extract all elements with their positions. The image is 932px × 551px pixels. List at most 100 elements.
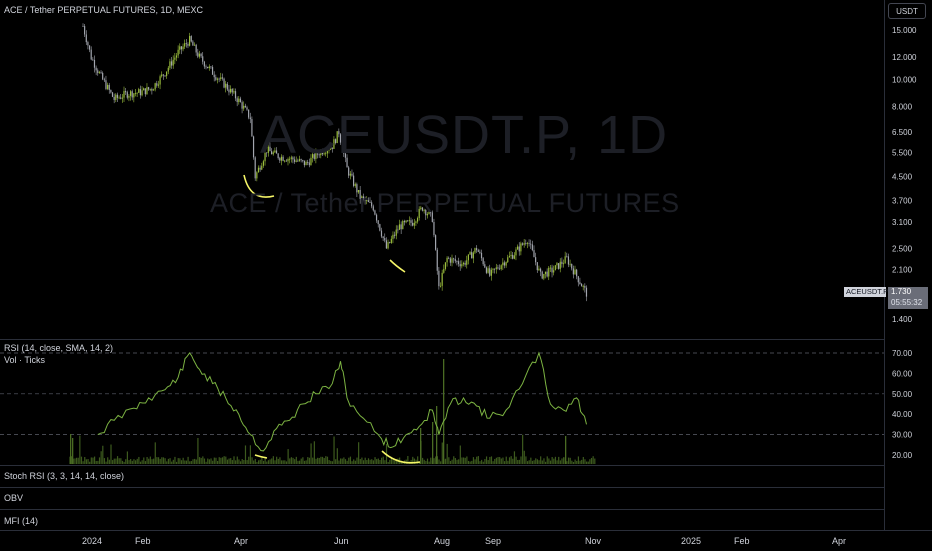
pane-separator[interactable] bbox=[0, 465, 884, 466]
time-axis[interactable]: 2024 Feb Apr Jun Aug Sep Nov 2025 Feb Ap… bbox=[0, 530, 932, 551]
volume-bar bbox=[297, 460, 299, 464]
volume-bar bbox=[382, 456, 384, 464]
candle-body bbox=[100, 72, 102, 74]
volume-bar bbox=[171, 461, 173, 464]
volume-bar bbox=[184, 460, 186, 464]
candle-body bbox=[182, 46, 184, 50]
volume-bar bbox=[176, 461, 178, 464]
candle-body bbox=[394, 234, 396, 236]
candle-body bbox=[120, 97, 122, 99]
volume-legend[interactable]: Vol · Ticks bbox=[4, 355, 46, 365]
rsi-legend[interactable]: RSI (14, close, SMA, 14, 2) bbox=[4, 343, 114, 353]
candle-body bbox=[505, 262, 507, 266]
volume-bar bbox=[446, 443, 448, 464]
volume-bar bbox=[294, 459, 296, 464]
stoch-rsi-legend[interactable]: Stoch RSI (3, 3, 14, 14, close) bbox=[4, 471, 125, 481]
candle-body bbox=[284, 160, 286, 162]
volume-bar bbox=[526, 461, 529, 464]
volume-bar bbox=[116, 456, 119, 464]
volume-bar bbox=[485, 456, 488, 464]
volume-bar bbox=[210, 458, 212, 464]
volume-bar bbox=[258, 460, 260, 464]
candle-body bbox=[413, 222, 415, 226]
candle-body bbox=[200, 53, 202, 57]
rsi-scale-ticks: 70.00 60.00 50.00 40.00 30.00 20.00 bbox=[0, 349, 913, 460]
candle-body bbox=[175, 55, 178, 58]
candle-body bbox=[398, 224, 401, 230]
candle-body bbox=[454, 259, 456, 262]
volume-bar bbox=[369, 459, 371, 464]
candle-body bbox=[408, 220, 410, 222]
volume-spike-bar bbox=[443, 359, 445, 464]
candle-body bbox=[230, 88, 232, 93]
candle-body bbox=[203, 61, 205, 67]
pane-separator[interactable] bbox=[0, 487, 884, 488]
candle-body bbox=[428, 211, 430, 215]
volume-bar bbox=[474, 459, 476, 464]
candle-body bbox=[354, 184, 356, 186]
last-price-label: 1.730 05:55:32 bbox=[888, 287, 928, 309]
candle-body bbox=[169, 61, 171, 68]
volume-bar bbox=[423, 459, 425, 464]
candle-body bbox=[476, 248, 478, 251]
volume-bar bbox=[143, 457, 145, 464]
volume-bar bbox=[512, 458, 514, 464]
volume-bar bbox=[477, 456, 479, 464]
symbol-title[interactable]: ACE / Tether PERPETUAL FUTURES, 1D, MEXC bbox=[4, 5, 204, 15]
volume-bar bbox=[582, 456, 584, 464]
candle-body bbox=[252, 136, 255, 158]
pane-separator[interactable] bbox=[0, 509, 884, 510]
candle-body bbox=[390, 238, 392, 243]
volume-bar bbox=[335, 459, 337, 464]
volume-bar bbox=[135, 460, 137, 464]
candle-body bbox=[525, 243, 527, 244]
candle-body bbox=[170, 61, 173, 66]
volume-bar bbox=[166, 461, 168, 464]
volume-bar bbox=[463, 457, 465, 464]
candle-body bbox=[377, 220, 379, 225]
price-scale-ticks: 15.000 12.000 10.000 8.000 6.500 5.500 4.500 3.… bbox=[892, 26, 917, 324]
candle-body bbox=[520, 243, 522, 252]
volume-bar bbox=[566, 461, 568, 464]
candle-body bbox=[510, 254, 512, 257]
volume-bar bbox=[454, 458, 456, 464]
volume-bar bbox=[266, 461, 268, 464]
volume-bar bbox=[592, 456, 594, 464]
candle-body bbox=[105, 80, 107, 89]
volume-bar bbox=[244, 445, 247, 464]
rsi-annotations bbox=[254, 450, 421, 464]
candle-body bbox=[195, 44, 197, 53]
candle-body bbox=[387, 242, 389, 249]
pane-separator[interactable] bbox=[0, 339, 884, 340]
volume-bar bbox=[113, 458, 115, 464]
volume-bar bbox=[307, 457, 309, 464]
candle-body bbox=[430, 211, 432, 213]
volume-bar bbox=[95, 460, 97, 464]
volume-bar bbox=[451, 459, 453, 464]
candle-body bbox=[266, 152, 268, 154]
volume-bar bbox=[484, 459, 486, 464]
mfi-legend[interactable]: MFI (14) bbox=[4, 516, 39, 526]
candle-body bbox=[177, 49, 179, 56]
volume-bar bbox=[197, 437, 199, 464]
volume-bar bbox=[272, 456, 274, 464]
volume-bar bbox=[235, 460, 237, 464]
candle-body bbox=[87, 42, 89, 46]
candle-body bbox=[559, 261, 561, 269]
candle-body bbox=[558, 263, 560, 269]
candle-body bbox=[453, 258, 455, 260]
candle-body bbox=[205, 66, 207, 68]
price-candles bbox=[82, 23, 588, 302]
obv-legend[interactable]: OBV bbox=[4, 493, 24, 503]
candle-body bbox=[234, 91, 237, 99]
candle-body bbox=[239, 98, 242, 103]
candle-body bbox=[131, 91, 133, 98]
candle-body bbox=[495, 267, 497, 270]
volume-bar bbox=[213, 457, 215, 464]
candle-body bbox=[343, 150, 345, 154]
volume-bar bbox=[200, 457, 202, 464]
time-tick: Nov bbox=[585, 536, 602, 546]
currency-button[interactable]: USDT bbox=[888, 3, 926, 19]
volume-bar bbox=[517, 460, 519, 464]
volume-bar bbox=[587, 461, 589, 464]
